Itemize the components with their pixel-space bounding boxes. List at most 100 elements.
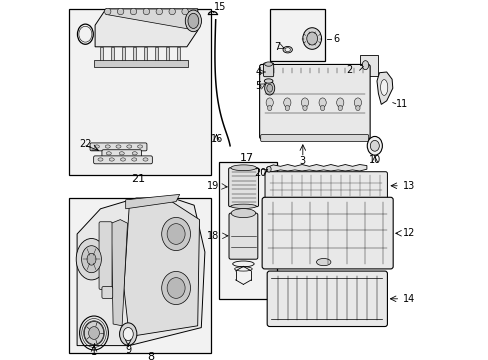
Ellipse shape [337, 105, 342, 111]
Polygon shape [165, 47, 169, 64]
Ellipse shape [143, 8, 149, 15]
Ellipse shape [366, 136, 382, 155]
Polygon shape [376, 72, 392, 104]
FancyBboxPatch shape [266, 271, 386, 327]
Ellipse shape [126, 145, 132, 148]
Text: 16: 16 [211, 134, 223, 144]
FancyBboxPatch shape [228, 168, 258, 207]
Bar [69, 9, 211, 175]
Ellipse shape [182, 8, 188, 15]
Bar [69, 198, 211, 353]
Ellipse shape [354, 98, 361, 107]
Ellipse shape [132, 152, 137, 155]
Polygon shape [177, 47, 180, 64]
Ellipse shape [283, 46, 292, 53]
FancyBboxPatch shape [228, 213, 257, 259]
Ellipse shape [264, 62, 272, 66]
Text: 12: 12 [402, 228, 414, 238]
Polygon shape [155, 47, 158, 64]
Bar [269, 9, 325, 61]
Text: 6: 6 [333, 33, 339, 44]
Text: 22: 22 [79, 139, 91, 149]
Ellipse shape [98, 158, 103, 161]
Bar [359, 55, 378, 76]
FancyBboxPatch shape [264, 172, 386, 200]
Ellipse shape [106, 152, 111, 155]
Ellipse shape [318, 98, 325, 107]
Text: 11: 11 [396, 99, 408, 109]
Ellipse shape [306, 32, 317, 45]
Ellipse shape [167, 278, 185, 298]
Text: 20: 20 [254, 168, 266, 178]
Ellipse shape [230, 165, 256, 171]
Ellipse shape [369, 140, 379, 151]
Polygon shape [100, 47, 103, 64]
FancyBboxPatch shape [260, 135, 368, 141]
Text: 3: 3 [299, 156, 305, 166]
Ellipse shape [119, 152, 124, 155]
Ellipse shape [380, 80, 387, 95]
Ellipse shape [117, 8, 123, 15]
Ellipse shape [230, 204, 256, 208]
Ellipse shape [167, 224, 185, 244]
Ellipse shape [131, 158, 137, 161]
Ellipse shape [169, 8, 175, 15]
FancyBboxPatch shape [102, 287, 113, 298]
Polygon shape [111, 47, 114, 64]
Bar [219, 162, 276, 299]
Ellipse shape [264, 79, 272, 83]
Text: 8: 8 [147, 352, 154, 360]
FancyBboxPatch shape [259, 64, 369, 139]
Ellipse shape [266, 84, 272, 92]
Ellipse shape [109, 158, 114, 161]
Polygon shape [122, 47, 125, 64]
Text: 5: 5 [255, 81, 261, 91]
Ellipse shape [316, 258, 330, 266]
Ellipse shape [355, 105, 359, 111]
Text: 9: 9 [125, 345, 131, 355]
Ellipse shape [265, 98, 273, 107]
Ellipse shape [362, 60, 368, 70]
Text: 19: 19 [206, 181, 219, 192]
Polygon shape [125, 194, 179, 209]
Text: 1: 1 [91, 347, 97, 357]
FancyBboxPatch shape [102, 150, 141, 158]
Ellipse shape [120, 158, 125, 161]
Ellipse shape [264, 81, 274, 95]
FancyBboxPatch shape [90, 143, 146, 151]
FancyBboxPatch shape [263, 63, 273, 77]
Ellipse shape [187, 13, 199, 28]
Ellipse shape [137, 145, 142, 148]
Ellipse shape [302, 28, 321, 49]
Ellipse shape [302, 105, 306, 111]
Polygon shape [106, 9, 197, 31]
Text: 17: 17 [240, 153, 254, 163]
Text: 2: 2 [345, 65, 351, 75]
FancyBboxPatch shape [262, 197, 392, 269]
Ellipse shape [104, 8, 111, 15]
Ellipse shape [336, 98, 343, 107]
Ellipse shape [120, 323, 137, 345]
Ellipse shape [162, 217, 190, 251]
Ellipse shape [81, 246, 101, 273]
Polygon shape [95, 9, 197, 47]
Ellipse shape [94, 145, 99, 148]
Ellipse shape [156, 8, 162, 15]
Text: 18: 18 [206, 231, 219, 241]
Polygon shape [111, 220, 127, 326]
Ellipse shape [130, 8, 137, 15]
Ellipse shape [285, 105, 289, 111]
Ellipse shape [88, 327, 99, 339]
FancyBboxPatch shape [94, 156, 152, 164]
Polygon shape [123, 200, 199, 337]
Ellipse shape [266, 166, 270, 172]
Polygon shape [143, 47, 147, 64]
Text: 7: 7 [274, 42, 280, 52]
Polygon shape [133, 47, 136, 64]
Ellipse shape [267, 105, 271, 111]
Ellipse shape [185, 10, 201, 32]
Text: 4: 4 [255, 67, 261, 77]
Ellipse shape [105, 145, 110, 148]
Polygon shape [77, 198, 204, 346]
Ellipse shape [123, 328, 133, 341]
